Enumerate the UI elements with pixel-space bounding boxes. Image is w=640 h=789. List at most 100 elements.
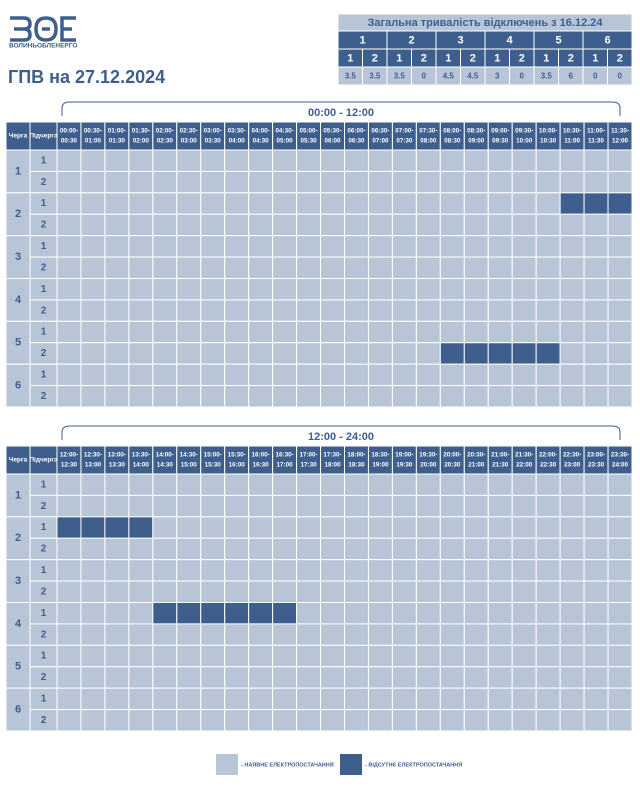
power-cell bbox=[176, 687, 202, 711]
power-cell bbox=[391, 580, 417, 603]
power-cell bbox=[152, 385, 178, 408]
power-cell bbox=[367, 192, 393, 215]
power-cell bbox=[344, 580, 369, 603]
power-cell bbox=[391, 149, 417, 172]
power-cell bbox=[511, 299, 537, 322]
power-cell bbox=[320, 342, 345, 365]
power-cell bbox=[583, 516, 609, 539]
slot-to: 07:00 bbox=[372, 138, 389, 145]
summary-sub: 2 bbox=[519, 52, 525, 64]
power-cell bbox=[104, 709, 130, 732]
power-cell bbox=[415, 623, 441, 646]
power-cell bbox=[80, 235, 106, 258]
summary-value-cell bbox=[607, 66, 633, 86]
power-cell bbox=[535, 623, 561, 646]
power-cell bbox=[439, 666, 465, 689]
power-cell bbox=[415, 256, 441, 280]
header-cell bbox=[152, 121, 178, 151]
slot-from: 13:30- bbox=[132, 452, 150, 459]
sub-label: 2 bbox=[41, 391, 47, 402]
power-cell bbox=[367, 580, 393, 603]
power-cell bbox=[415, 235, 441, 258]
header-cell bbox=[56, 121, 82, 151]
slot-from: 17:00- bbox=[299, 452, 317, 459]
power-cell bbox=[56, 278, 82, 301]
power-cell bbox=[367, 666, 393, 689]
power-cell bbox=[128, 473, 154, 496]
period-bracket bbox=[61, 101, 621, 116]
slot-from: 03:30- bbox=[228, 128, 246, 135]
outage-cell bbox=[272, 602, 298, 625]
slot-from: 18:30- bbox=[371, 452, 389, 459]
slot-from: 17:30- bbox=[323, 452, 341, 459]
power-cell bbox=[607, 235, 633, 258]
power-cell bbox=[176, 537, 202, 561]
power-cell bbox=[176, 192, 202, 215]
summary-value: 3.5 bbox=[345, 72, 357, 81]
legend-label: - НАЯВНЕ ЕЛЕКТРОПОСТАЧАННЯ bbox=[241, 762, 334, 768]
slot-from: 13:00- bbox=[108, 452, 126, 459]
power-cell bbox=[56, 580, 82, 603]
power-cell bbox=[511, 149, 537, 172]
summary-value: 4.5 bbox=[443, 72, 455, 81]
power-cell bbox=[391, 623, 417, 646]
power-cell bbox=[296, 516, 322, 539]
slot-from: 19:30- bbox=[419, 452, 437, 459]
power-cell bbox=[152, 320, 178, 344]
slot-from: 04:30- bbox=[276, 128, 294, 135]
power-cell bbox=[104, 666, 130, 689]
power-cell bbox=[415, 473, 441, 496]
power-cell bbox=[128, 385, 154, 408]
power-cell bbox=[439, 235, 465, 258]
power-cell bbox=[487, 644, 513, 668]
power-cell bbox=[559, 494, 585, 518]
power-cell bbox=[272, 170, 298, 194]
power-cell bbox=[439, 385, 465, 408]
power-cell bbox=[583, 537, 609, 561]
power-cell bbox=[248, 320, 274, 344]
power-cell bbox=[320, 516, 345, 539]
power-cell bbox=[367, 170, 393, 194]
header-cell bbox=[320, 121, 345, 151]
power-cell bbox=[344, 687, 369, 711]
power-cell bbox=[224, 516, 250, 539]
queue-cell bbox=[5, 516, 31, 561]
sub-label: 1 bbox=[41, 522, 47, 533]
slot-to: 23:30 bbox=[588, 462, 605, 469]
queue-label: 6 bbox=[15, 703, 21, 715]
period-label: 12:00 - 24:00 bbox=[308, 431, 374, 443]
power-cell bbox=[391, 256, 417, 280]
power-cell bbox=[511, 602, 537, 625]
power-cell bbox=[391, 170, 417, 194]
outage-cell bbox=[200, 602, 226, 625]
power-cell bbox=[487, 602, 513, 625]
power-cell bbox=[559, 559, 585, 582]
power-cell bbox=[320, 149, 345, 172]
summary-value: 3.5 bbox=[369, 72, 381, 81]
summary-sub: 1 bbox=[445, 52, 451, 64]
power-cell bbox=[200, 537, 226, 561]
power-cell bbox=[152, 687, 178, 711]
power-cell bbox=[367, 256, 393, 280]
power-cell bbox=[80, 256, 106, 280]
power-cell bbox=[487, 559, 513, 582]
summary-value: 0 bbox=[618, 72, 623, 81]
power-cell bbox=[415, 666, 441, 689]
power-cell bbox=[344, 256, 369, 280]
power-cell bbox=[391, 299, 417, 322]
power-cell bbox=[128, 192, 154, 215]
summary-value: 3 bbox=[495, 72, 500, 81]
queue-cell bbox=[5, 192, 31, 237]
slot-to: 17:00 bbox=[277, 462, 294, 469]
power-cell bbox=[224, 623, 250, 646]
power-cell bbox=[176, 516, 202, 539]
summary-sub: 1 bbox=[396, 52, 402, 64]
slot-to: 22:00 bbox=[516, 462, 533, 469]
slot-from: 05:30- bbox=[323, 128, 341, 135]
outage-cell bbox=[152, 602, 178, 625]
power-cell bbox=[344, 559, 369, 582]
power-cell bbox=[248, 516, 274, 539]
summary-sub: 1 bbox=[543, 52, 549, 64]
header-cell bbox=[200, 445, 226, 475]
power-cell bbox=[176, 580, 202, 603]
